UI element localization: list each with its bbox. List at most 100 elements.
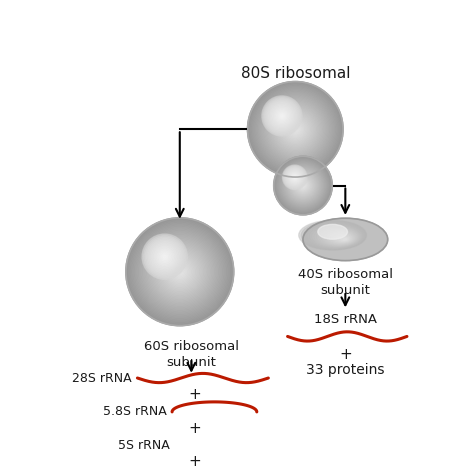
- Circle shape: [287, 169, 303, 185]
- Circle shape: [155, 248, 174, 266]
- Circle shape: [301, 184, 304, 187]
- Circle shape: [169, 261, 191, 283]
- Circle shape: [148, 240, 181, 273]
- Circle shape: [282, 164, 324, 207]
- Circle shape: [144, 235, 216, 308]
- Circle shape: [284, 167, 305, 188]
- Circle shape: [172, 263, 188, 280]
- Circle shape: [283, 166, 323, 205]
- Circle shape: [280, 162, 327, 209]
- Circle shape: [299, 182, 307, 189]
- Circle shape: [164, 256, 196, 288]
- Circle shape: [249, 83, 342, 176]
- Circle shape: [146, 239, 183, 275]
- Circle shape: [273, 107, 292, 125]
- Circle shape: [283, 165, 323, 206]
- Ellipse shape: [327, 232, 354, 244]
- Circle shape: [277, 160, 328, 211]
- Text: 28S rRNA: 28S rRNA: [72, 372, 132, 385]
- Circle shape: [294, 177, 312, 194]
- Circle shape: [274, 157, 331, 214]
- Circle shape: [153, 245, 207, 299]
- Circle shape: [280, 114, 311, 145]
- Ellipse shape: [331, 234, 352, 242]
- Circle shape: [166, 258, 193, 285]
- Circle shape: [142, 234, 218, 309]
- Circle shape: [287, 170, 302, 185]
- Circle shape: [161, 253, 199, 291]
- Circle shape: [293, 176, 313, 196]
- Circle shape: [251, 85, 339, 174]
- Circle shape: [281, 164, 325, 207]
- Circle shape: [157, 249, 172, 264]
- Ellipse shape: [301, 221, 365, 249]
- Circle shape: [295, 177, 311, 194]
- Circle shape: [255, 89, 336, 170]
- Circle shape: [283, 165, 307, 190]
- Circle shape: [178, 271, 181, 273]
- Circle shape: [152, 243, 208, 300]
- Circle shape: [267, 101, 324, 158]
- Circle shape: [293, 176, 312, 195]
- Circle shape: [258, 92, 332, 166]
- Circle shape: [296, 179, 310, 192]
- Circle shape: [286, 168, 304, 186]
- Circle shape: [256, 90, 335, 168]
- Circle shape: [138, 230, 221, 314]
- Circle shape: [273, 156, 332, 215]
- Circle shape: [147, 240, 212, 304]
- Circle shape: [274, 108, 317, 151]
- Circle shape: [293, 127, 298, 132]
- Ellipse shape: [303, 222, 365, 249]
- Circle shape: [139, 231, 220, 312]
- Circle shape: [173, 265, 187, 278]
- Circle shape: [131, 223, 228, 320]
- Circle shape: [163, 255, 166, 258]
- Circle shape: [283, 166, 306, 189]
- Circle shape: [149, 241, 211, 303]
- Circle shape: [174, 266, 185, 277]
- Ellipse shape: [329, 233, 353, 243]
- Circle shape: [279, 161, 327, 210]
- Circle shape: [261, 95, 330, 164]
- Circle shape: [135, 227, 224, 316]
- Circle shape: [130, 222, 229, 322]
- Circle shape: [137, 229, 223, 315]
- Circle shape: [288, 170, 319, 201]
- Circle shape: [279, 113, 312, 146]
- Ellipse shape: [310, 225, 361, 248]
- Circle shape: [287, 169, 319, 202]
- Ellipse shape: [303, 218, 388, 261]
- Circle shape: [292, 175, 314, 197]
- Circle shape: [296, 178, 310, 193]
- Circle shape: [281, 115, 283, 117]
- Circle shape: [133, 225, 227, 319]
- Circle shape: [282, 116, 309, 142]
- Circle shape: [285, 168, 320, 203]
- Circle shape: [159, 251, 171, 263]
- Ellipse shape: [306, 223, 364, 249]
- Ellipse shape: [313, 226, 360, 247]
- Circle shape: [277, 111, 313, 147]
- Circle shape: [275, 158, 331, 213]
- Circle shape: [254, 88, 337, 171]
- Circle shape: [250, 84, 341, 175]
- Circle shape: [285, 168, 305, 187]
- Circle shape: [278, 112, 286, 120]
- Circle shape: [134, 226, 226, 318]
- Text: 40S ribosomal
subunit: 40S ribosomal subunit: [298, 268, 393, 297]
- Circle shape: [284, 167, 322, 205]
- Ellipse shape: [315, 227, 359, 246]
- Ellipse shape: [320, 229, 357, 245]
- Circle shape: [290, 172, 300, 182]
- Ellipse shape: [318, 228, 358, 246]
- Ellipse shape: [341, 238, 347, 241]
- Circle shape: [170, 263, 189, 281]
- Circle shape: [269, 103, 321, 155]
- Circle shape: [155, 248, 204, 296]
- Circle shape: [262, 96, 302, 136]
- Circle shape: [268, 102, 323, 157]
- Circle shape: [177, 269, 182, 274]
- Circle shape: [127, 219, 232, 324]
- Circle shape: [270, 104, 320, 154]
